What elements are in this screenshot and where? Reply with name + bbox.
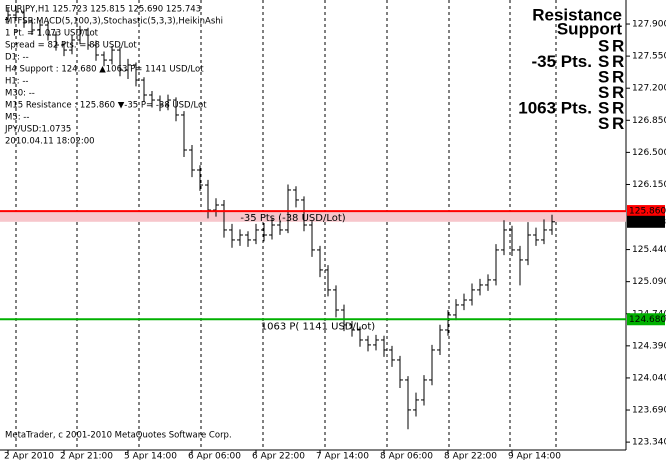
x-tick-label: 6 Apr 22:00 [252, 452, 305, 460]
row-label: 1063 Pts. [518, 98, 592, 117]
x-tick-label: 2 Apr 21:00 [60, 452, 113, 460]
y-tick-label: 124.390 [632, 341, 666, 351]
info-line: EURJPY,H1 125.723 125.815 125.690 125.74… [5, 5, 201, 15]
annotation: 1063 P( 1141 USD/Lot) [261, 321, 376, 332]
support-signal: S [598, 52, 609, 71]
annotation: -35 Pts (-38 USD/Lot) [240, 213, 345, 224]
level-label: 125.860 [629, 207, 666, 217]
info-line: M30: -- [5, 89, 35, 99]
resistance-signal: R [612, 98, 624, 117]
info-line: D1: -- [5, 53, 29, 63]
support-signal: S [598, 114, 609, 133]
level-label-bg [627, 313, 665, 326]
x-tick-label: 8 Apr 22:00 [444, 452, 497, 460]
info-line: M5: -- [5, 113, 29, 123]
level-label-bg [627, 215, 665, 228]
info-line: 1 Pt. = 1.073 USD/Lot [5, 29, 99, 39]
level-label: 124.680 [629, 315, 666, 325]
day-separators [15, 0, 557, 450]
x-tick-label: 9 Apr 14:00 [508, 452, 561, 460]
copyright: MetaTrader, c 2001-2010 MetaQuotes Softw… [5, 431, 232, 441]
info-line: H1: -- [5, 77, 29, 87]
resistance-signal: R [612, 52, 624, 71]
info-line: MTFSR:MACD(5,100,3),Stochastic(5,3,3),He… [5, 17, 223, 27]
support-signal: S [598, 83, 609, 102]
resistance-label: Resistance [532, 5, 622, 24]
y-tick-label: 126.150 [632, 180, 666, 190]
info-line: 2010.04.11 18:02:00 [5, 137, 95, 147]
level-band [0, 211, 626, 222]
x-tick-label: 2 Apr 2010 [4, 452, 54, 460]
y-tick-label: 125.440 [632, 245, 666, 255]
y-tick-label: 127.900 [632, 20, 666, 30]
y-tick-label: 125.090 [632, 277, 666, 287]
resistance-signal: R [612, 67, 624, 86]
y-tick-label: 127.550 [632, 52, 666, 62]
y-tick-label: 127.200 [632, 84, 666, 94]
x-tick-label: 5 Apr 14:00 [124, 452, 177, 460]
y-tick-label: 124.040 [632, 373, 666, 383]
support-label: Support [557, 19, 622, 38]
y-tick-label: 123.690 [632, 406, 666, 416]
y-tick-label: 123.340 [632, 438, 666, 448]
resistance-signal: R [612, 114, 624, 133]
support-signal: S [598, 36, 609, 55]
x-tick-label: 6 Apr 06:00 [188, 452, 241, 460]
resistance-signal: R [612, 83, 624, 102]
x-tick-label: 7 Apr 14:00 [316, 452, 369, 460]
row-label: -35 Pts. [532, 52, 592, 71]
level-label: 125.743 [629, 217, 666, 227]
info-line: H4 Support : 124.680 ▲1063 P= 1141 USD/L… [5, 65, 204, 75]
info-line: M15 Resistance : 125.860 ▼-35 P= -38 USD… [5, 101, 207, 111]
info-line: Spread = 82 Pts. = 88 USD/Lot [5, 41, 137, 51]
support-signal: S [598, 67, 609, 86]
level-label-bg [627, 205, 665, 218]
info-line: JPY/USD:1.0735 [4, 125, 71, 135]
support-signal: S [598, 98, 609, 117]
y-tick-label: 126.850 [632, 116, 666, 126]
y-tick-label: 126.500 [632, 148, 666, 158]
resistance-signal: R [612, 36, 624, 55]
x-tick-label: 8 Apr 06:00 [380, 452, 433, 460]
